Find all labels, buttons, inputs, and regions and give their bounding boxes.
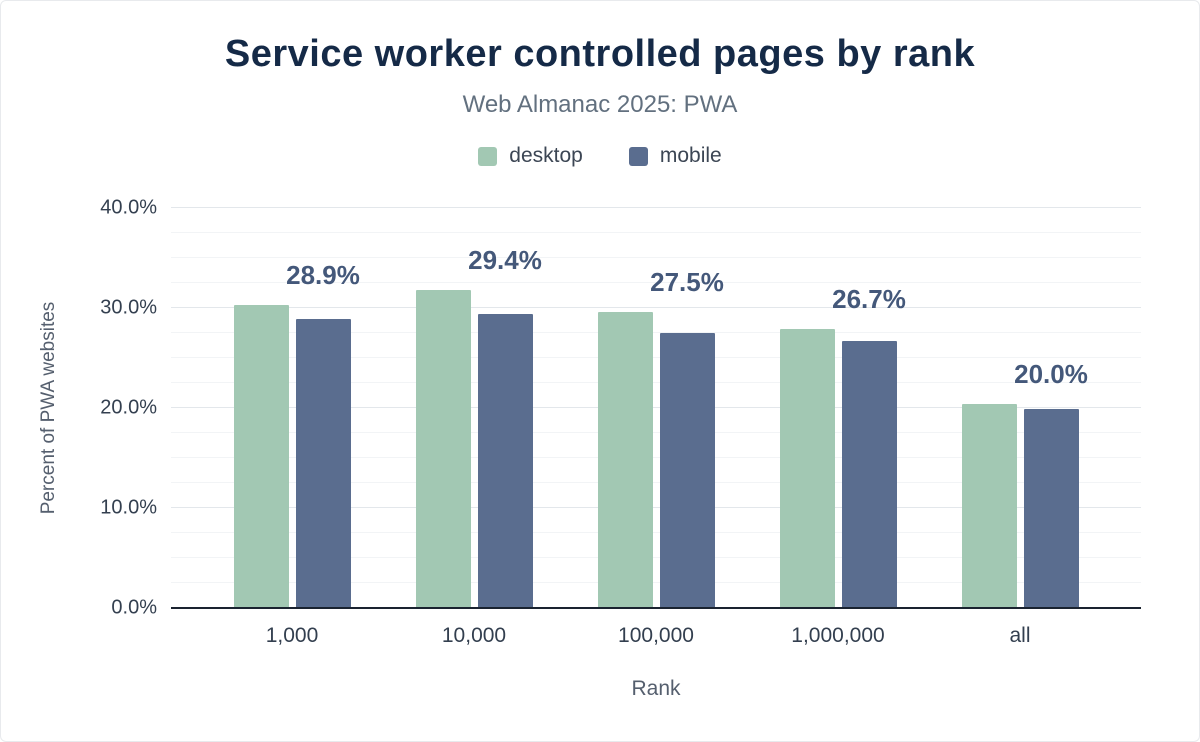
bar-pair: 29.4%: [415, 245, 542, 608]
y-tick-label: 10.0%: [100, 496, 157, 519]
value-label: 28.9%: [286, 260, 360, 290]
bar-desktop-10,000[interactable]: [415, 290, 471, 608]
bar-desktop-1,000,000[interactable]: [779, 329, 835, 608]
bar-pair: 26.7%: [779, 284, 906, 608]
value-label: 20.0%: [1014, 359, 1088, 389]
bar-mobile-all[interactable]: [1023, 409, 1079, 608]
legend-label-mobile: mobile: [659, 144, 722, 167]
gridline: [171, 532, 1141, 533]
gridline: [171, 432, 1141, 433]
bar-mobile-1,000,000[interactable]: [841, 341, 897, 608]
y-tick-label: 30.0%: [100, 296, 157, 319]
y-tick-label: 0.0%: [111, 596, 157, 619]
desktop-swatch-icon: [478, 146, 498, 166]
y-tick-label: 20.0%: [100, 396, 157, 419]
gridline: [171, 407, 1141, 408]
plot-area: 0.0% 10.0% 20.0% 30.0% 40.0% 28.9% 1,000 29.4%…: [100, 197, 1141, 647]
bar-group-1,000,000: 26.7% 1,000,000: [747, 208, 929, 647]
gridline: [171, 282, 1141, 283]
legend: desktop mobile: [1, 144, 1199, 168]
mobile-swatch-icon: [628, 146, 648, 166]
bar-group-all: 20.0% all: [929, 208, 1111, 647]
x-tick-label: 10,000: [441, 624, 507, 647]
bar-group-10,000: 29.4% 10,000: [383, 208, 565, 647]
chart-subtitle: Web Almanac 2025: PWA: [462, 91, 738, 118]
y-tick-label: 40.0%: [100, 196, 157, 219]
value-label: 27.5%: [650, 267, 724, 297]
bar-groups: 28.9% 1,000 29.4% 10,000 27.5% 100,000 26.7% 1,…: [171, 208, 1141, 647]
x-tick-label: all: [1009, 624, 1031, 647]
gridline: [171, 207, 1141, 208]
bar-mobile-1,000[interactable]: [295, 319, 351, 608]
gridline: [171, 507, 1141, 508]
x-tick-label: 1,000: [265, 624, 319, 647]
value-label: 29.4%: [468, 245, 542, 275]
legend-item-desktop[interactable]: desktop: [478, 144, 583, 168]
gridline: [171, 307, 1141, 308]
chart-title: Service worker controlled pages by rank: [224, 33, 976, 75]
bar-pair: 28.9%: [233, 260, 360, 608]
gridline: [171, 332, 1141, 333]
bar-desktop-1,000[interactable]: [233, 305, 289, 608]
gridline: [171, 482, 1141, 483]
gridline: [171, 357, 1141, 358]
bar-group-100,000: 27.5% 100,000: [565, 208, 747, 647]
x-tick-label: 100,000: [618, 624, 694, 647]
bar-pair: 27.5%: [597, 267, 724, 608]
x-axis-title: Rank: [631, 677, 681, 700]
x-axis-line: [171, 607, 1141, 609]
bar-pair: 20.0%: [961, 359, 1088, 608]
gridline: [171, 457, 1141, 458]
bar-group-1,000: 28.9% 1,000: [201, 208, 383, 647]
x-tick-label: 1,000,000: [791, 624, 885, 647]
y-axis-title: Percent of PWA websites: [38, 301, 59, 515]
bar-mobile-10,000[interactable]: [477, 314, 533, 608]
value-label: 26.7%: [832, 284, 906, 314]
legend-label-desktop: desktop: [509, 144, 583, 167]
bar-desktop-100,000[interactable]: [597, 312, 653, 608]
gridline: [171, 582, 1141, 583]
bar-mobile-100,000[interactable]: [659, 333, 715, 608]
gridline: [171, 257, 1141, 258]
gridline: [171, 232, 1141, 233]
bar-desktop-all[interactable]: [961, 404, 1017, 608]
gridline: [171, 557, 1141, 558]
legend-item-mobile[interactable]: mobile: [628, 144, 722, 168]
gridline: [171, 382, 1141, 383]
